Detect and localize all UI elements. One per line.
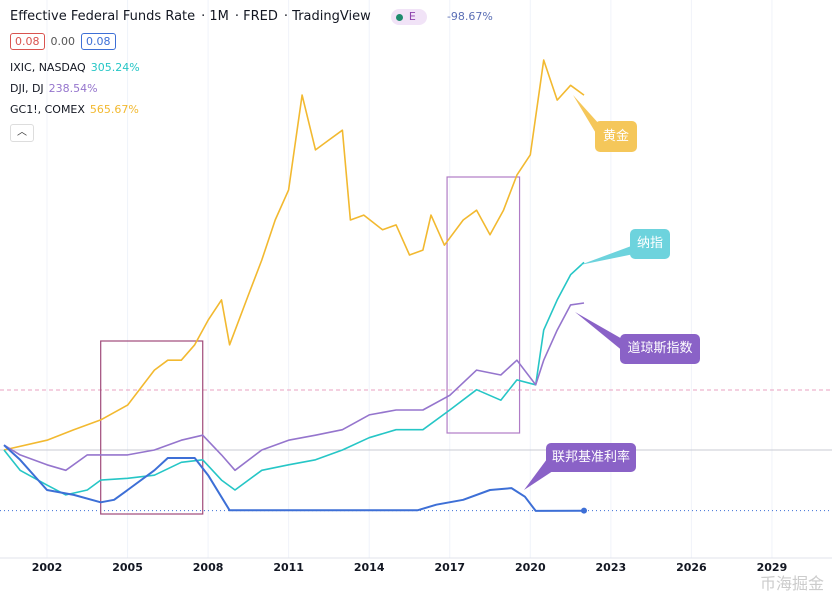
x-tick-label: 2014 <box>354 561 385 574</box>
badge-label: E <box>408 10 416 23</box>
x-tick-label: 2008 <box>193 561 224 574</box>
annotation-fed: 联邦基准利率 <box>546 443 636 472</box>
legend-symbol: IXIC, NASDAQ <box>10 61 86 74</box>
legend-percent: 565.67% <box>89 103 139 116</box>
x-tick-label: 2026 <box>676 561 707 574</box>
value-close: 0.08 <box>81 33 116 50</box>
x-tick-label: 2029 <box>757 561 788 574</box>
source: FRED <box>243 9 278 24</box>
annotation-pointer-nasdaq <box>580 245 634 265</box>
x-tick-label: 2017 <box>434 561 465 574</box>
annotation-gold: 黄金 <box>595 121 637 152</box>
annotation-pointer-dji <box>575 312 624 352</box>
series-line-gold <box>3 59 585 451</box>
chevron-up-icon[interactable]: ︿ <box>10 124 34 142</box>
ohlc-values: 0.08 0.00 0.08 <box>10 33 116 50</box>
highlight-box <box>100 340 204 515</box>
annotation-pointer-gold <box>573 95 600 140</box>
legend-item-dji[interactable]: DJI, DJ 238.54% <box>10 82 98 96</box>
status-dot-icon <box>395 13 403 21</box>
last-point-marker <box>581 507 587 514</box>
legend-item-gold[interactable]: GC1!, COMEX 565.67% <box>10 103 139 117</box>
annotation-dji: 道琼斯指数 <box>620 334 700 364</box>
chart-header: Effective Federal Funds Rate · 1M · FRED · … <box>10 9 493 25</box>
annotation-nasdaq: 纳指 <box>630 229 670 259</box>
x-tick-label: 2023 <box>596 561 627 574</box>
x-tick-label: 2011 <box>273 561 304 574</box>
series-line-fed <box>3 444 585 512</box>
events-badge[interactable]: E <box>390 9 427 25</box>
series-title: Effective Federal Funds Rate <box>10 9 196 24</box>
series-line-dji <box>3 302 585 472</box>
legend-symbol: GC1!, COMEX <box>10 103 85 116</box>
interval[interactable]: 1M <box>209 9 229 24</box>
legend-symbol: DJI, DJ <box>10 82 44 95</box>
value-open: 0.08 <box>10 33 45 50</box>
percent-change: -98.67% <box>446 10 493 23</box>
highlight-box <box>446 176 521 434</box>
legend-percent: 305.24% <box>90 61 140 74</box>
x-tick-label: 2002 <box>32 561 63 574</box>
watermark: 币海掘金 <box>759 574 824 592</box>
series-line-nasdaq <box>3 261 585 496</box>
x-tick-label: 2020 <box>515 561 546 574</box>
legend-item-nasdaq[interactable]: IXIC, NASDAQ 305.24% <box>10 61 140 75</box>
publisher: TradingView <box>292 9 371 24</box>
legend-percent: 238.54% <box>48 82 98 95</box>
x-tick-label: 2005 <box>112 561 143 574</box>
value-change: 0.00 <box>50 35 76 48</box>
